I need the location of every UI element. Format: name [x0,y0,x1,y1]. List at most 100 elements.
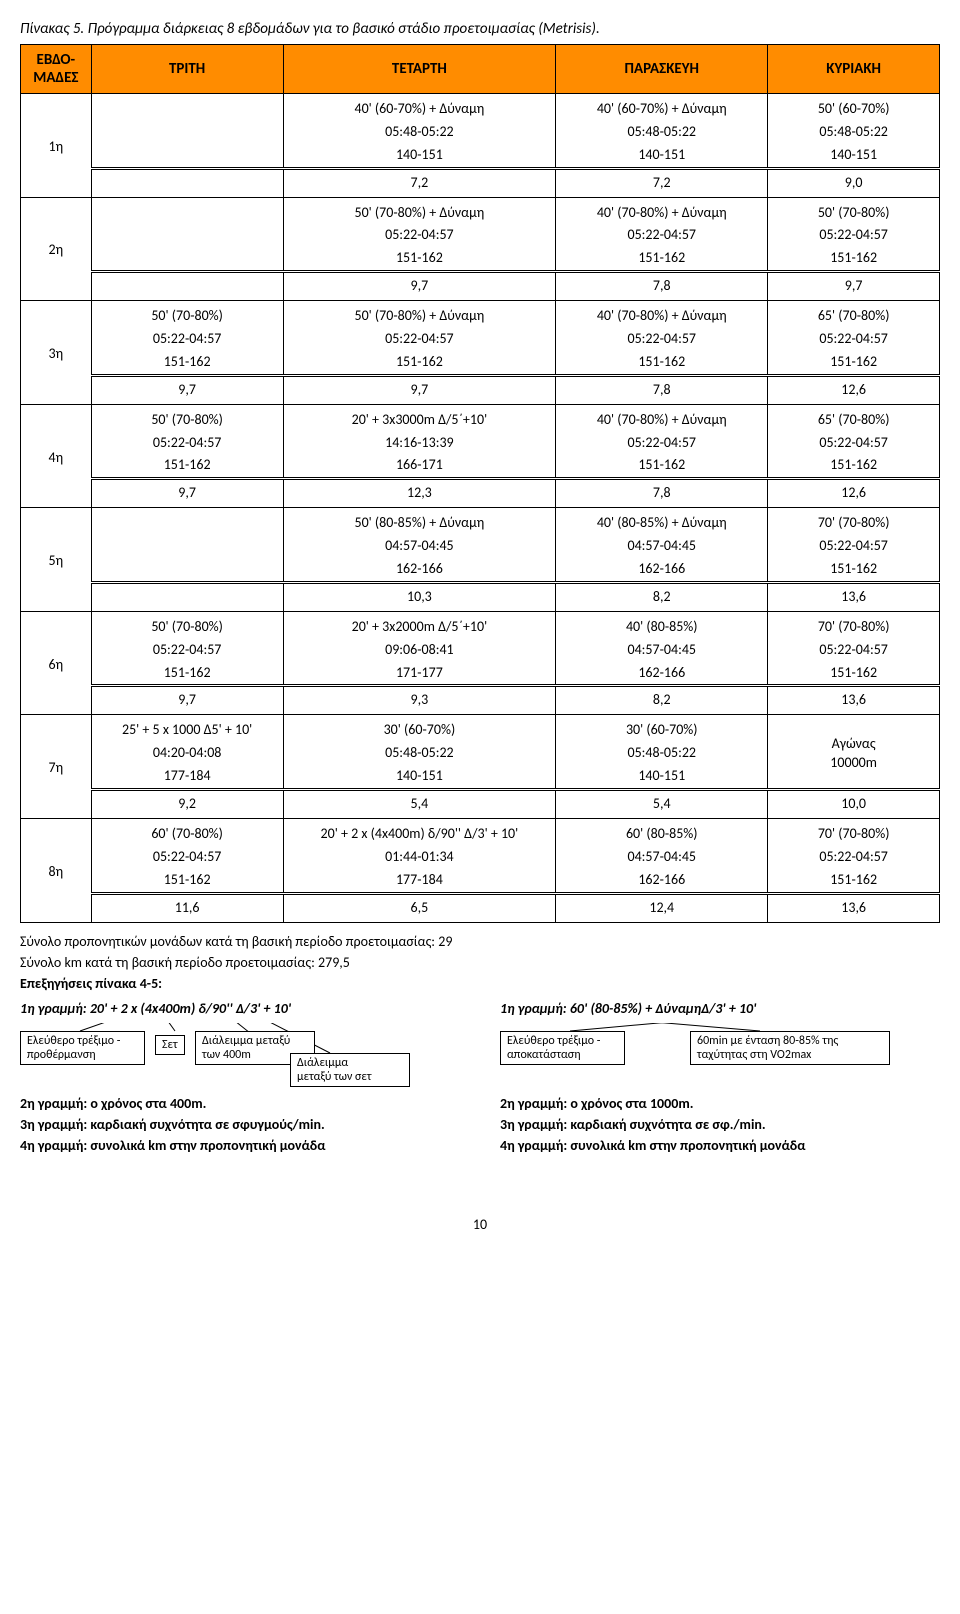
summary-cell: 9,2 [91,790,283,819]
summary-cell: 9,7 [283,272,556,301]
summary-cell: 12,6 [768,479,940,508]
cell: 151-162 [556,351,768,375]
cell: 50' (70-80%) [91,404,283,431]
cell: 151-162 [91,454,283,478]
summary-cell: 13,6 [768,893,940,922]
summary-cell: 7,2 [283,168,556,197]
cell: 151-162 [283,351,556,375]
cell: 162-166 [556,558,768,582]
cell: 05:22-04:57 [768,535,940,558]
cell: 50' (60-70%) [768,94,940,121]
col-fri: ΠΑΡΑΣΚΕΥΗ [556,45,768,94]
cell: 05:22-04:57 [91,328,283,351]
summary-cell: 12,3 [283,479,556,508]
cell: 40' (60-70%) + Δύναμη [283,94,556,121]
cell: 01:44-01:34 [283,846,556,869]
col-tue: ΤΡΙΤΗ [91,45,283,94]
cell: 04:57-04:45 [556,535,768,558]
summary-cell: 9,7 [91,375,283,404]
box-gap-sets: Διάλειμμα μεταξύ των σετ [290,1053,410,1088]
cell: 05:22-04:57 [768,432,940,455]
summary-cell: 12,4 [556,893,768,922]
box-60min: 60min με ένταση 80-85% της ταχύτητας στη… [690,1031,890,1066]
cell: 140-151 [556,765,768,789]
cell: 50' (80-85%) + Δύναμη [283,508,556,535]
cell: 05:22-04:57 [283,224,556,247]
right-line-3: 3η γραμμή: καρδιακή συχνότητα σε σφ./min… [500,1114,940,1135]
cell: 171-177 [283,662,556,686]
cell: 04:57-04:45 [556,846,768,869]
cell: 04:57-04:45 [283,535,556,558]
cell: 151-162 [91,662,283,686]
notes-section: Σύνολο προπονητικών μονάδων κατά τη βασι… [20,931,940,1156]
cell: 177-184 [283,869,556,893]
summary-cell: 10,3 [283,582,556,611]
right-first-line: 1η γραμμή: 60' (80-85%) + ΔύναμηΔ/3' + 1… [500,998,940,1019]
cell: 04:57-04:45 [556,639,768,662]
cell: 05:22-04:57 [768,224,940,247]
cell: 140-151 [283,765,556,789]
cell: 162-166 [556,869,768,893]
box-warmup: Ελεύθερο τρέξιμο - προθέρμανση [20,1031,145,1066]
total-units: Σύνολο προπονητικών μονάδων κατά τη βασι… [20,931,940,952]
summary-cell [91,272,283,301]
cell: 40' (80-85%) + Δύναμη [556,508,768,535]
legend-row: 1η γραμμή: 20' + 2 x (4x400m) δ/90'' Δ/3… [20,998,940,1156]
cell: 05:48-05:22 [283,121,556,144]
cell: 05:22-04:57 [556,328,768,351]
summary-cell: 7,2 [556,168,768,197]
col-weeks: ΕΒΔΟ- ΜΑΔΕΣ [21,45,92,94]
cell: 65' (70-80%) [768,404,940,431]
cell: 20' + 3x2000m Δ/5΄+10' [283,611,556,638]
cell: 05:22-04:57 [91,846,283,869]
cell: 50' (70-80%) [91,611,283,638]
box-set: Σετ [155,1035,185,1055]
diagram-left: Ελεύθερο τρέξιμο - προθέρμανση Σετ Διάλε… [20,1023,460,1093]
cell: 05:22-04:57 [283,328,556,351]
left-line-2: 2η γραμμή: ο χρόνος στα 400m. [20,1093,460,1114]
summary-cell: 6,5 [283,893,556,922]
cell: 30' (60-70%) [556,715,768,742]
cell: 40' (60-70%) + Δύναμη [556,94,768,121]
summary-cell: 5,4 [283,790,556,819]
left-line-4: 4η γραμμή: συνολικά km στην προπονητική … [20,1135,460,1156]
summary-cell: 5,4 [556,790,768,819]
cell: 70' (70-80%) [768,508,940,535]
cell: 151-162 [91,351,283,375]
total-km: Σύνολο km κατά τη βασική περίοδο προετοι… [20,952,940,973]
cell: 05:22-04:57 [768,846,940,869]
cell: 151-162 [768,869,940,893]
summary-cell: 8,2 [556,686,768,715]
cell: 151-162 [91,869,283,893]
explain-heading: Επεξηγήσεις πίνακα 4-5: [20,973,940,994]
cell: 20' + 3x3000m Δ/5΄+10' [283,404,556,431]
cell [91,508,283,535]
summary-cell: 9,0 [768,168,940,197]
summary-cell: 9,3 [283,686,556,715]
summary-cell: 9,7 [283,375,556,404]
cell [91,197,283,224]
table-caption: Πίνακας 5. Πρόγραμμα διάρκειας 8 εβδομάδ… [20,20,940,38]
summary-cell: 9,7 [91,479,283,508]
col-sun: ΚΥΡΙΑΚΗ [768,45,940,94]
week-label: 4η [21,404,92,508]
cell: 50' (70-80%) [768,197,940,224]
cell: 05:22-04:57 [91,639,283,662]
cell: 05:48-05:22 [556,121,768,144]
cell: 151-162 [768,558,940,582]
summary-cell: 7,8 [556,272,768,301]
cell: 14:16-13:39 [283,432,556,455]
cell [91,247,283,271]
cell: 40' (80-85%) [556,611,768,638]
cell: 04:20-04:08 [91,742,283,765]
cell: 05:48-05:22 [283,742,556,765]
cell: 151-162 [768,662,940,686]
cell [91,224,283,247]
summary-cell: 13,6 [768,582,940,611]
cell: 05:48-05:22 [556,742,768,765]
cell: 162-166 [283,558,556,582]
table-header-row: ΕΒΔΟ- ΜΑΔΕΣ ΤΡΙΤΗ ΤΕΤΑΡΤΗ ΠΑΡΑΣΚΕΥΗ ΚΥΡΙ… [21,45,940,94]
cell: 60' (70-80%) [91,818,283,845]
cell: 05:22-04:57 [556,224,768,247]
cell: 40' (70-80%) + Δύναμη [556,197,768,224]
